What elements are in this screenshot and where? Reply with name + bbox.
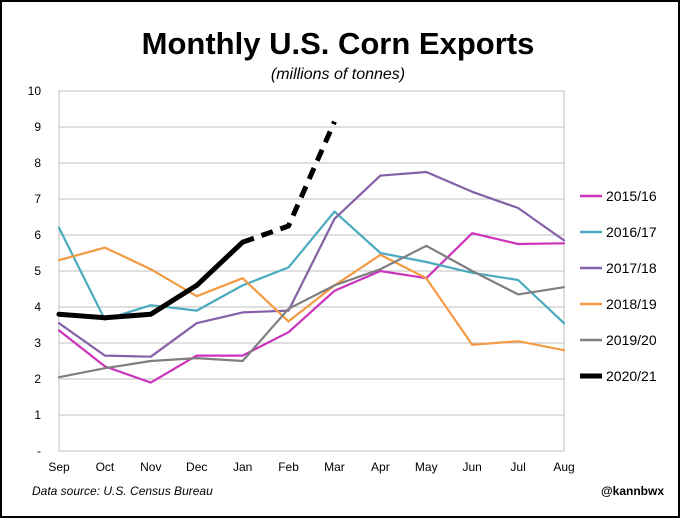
series-line-2017-18 (57, 170, 566, 358)
legend-label-2017-18: 2017/18 (606, 260, 657, 276)
y-tick-label: 3 (34, 336, 41, 350)
x-tick-label: Nov (140, 460, 161, 474)
series-line-2020-21 (56, 239, 246, 321)
x-tick-label: Dec (186, 460, 207, 474)
legend-label-2020-21: 2020/21 (606, 368, 657, 384)
y-tick-label: 7 (34, 192, 41, 206)
y-tick-label: 10 (28, 84, 42, 98)
y-tick-label: 5 (34, 264, 41, 278)
x-tick-label: Feb (278, 460, 299, 474)
legend-label-2016-17: 2016/17 (606, 224, 657, 240)
x-tick-label: Oct (96, 460, 115, 474)
series-line-2019-20 (57, 244, 566, 379)
series-projection-2020-21 (241, 120, 337, 245)
x-tick-label: Aug (553, 460, 574, 474)
y-tick-label: - (37, 444, 41, 458)
x-tick-label: May (415, 460, 438, 474)
series-line-2016-17 (57, 210, 566, 325)
x-tick-label: Sep (48, 460, 70, 474)
y-tick-label: 1 (34, 408, 41, 422)
series-line-2015-16 (57, 232, 566, 384)
x-tick-label: Jun (463, 460, 482, 474)
x-tick-label: Mar (324, 460, 345, 474)
chart-subtitle: (millions of tonnes) (270, 66, 406, 83)
legend-label-2019-20: 2019/20 (606, 332, 657, 348)
y-tick-label: 9 (34, 120, 41, 134)
y-tick-label: 4 (34, 300, 41, 314)
chart-title: Monthly U.S. Corn Exports (141, 26, 535, 61)
y-tick-label: 2 (34, 372, 41, 386)
legend-label-2018-19: 2018/19 (606, 296, 657, 312)
author-handle: @kannbwx (600, 484, 664, 498)
series-line-2018-19 (57, 246, 566, 352)
x-tick-label: Jul (510, 460, 525, 474)
plot-border (58, 90, 565, 452)
legend-label-2015-16: 2015/16 (606, 188, 657, 204)
y-tick-label: 8 (34, 156, 41, 170)
data-source-note: Data source: U.S. Census Bureau (32, 484, 213, 498)
x-tick-label: Apr (371, 460, 390, 474)
x-tick-label: Jan (233, 460, 252, 474)
y-tick-label: 6 (34, 228, 41, 242)
